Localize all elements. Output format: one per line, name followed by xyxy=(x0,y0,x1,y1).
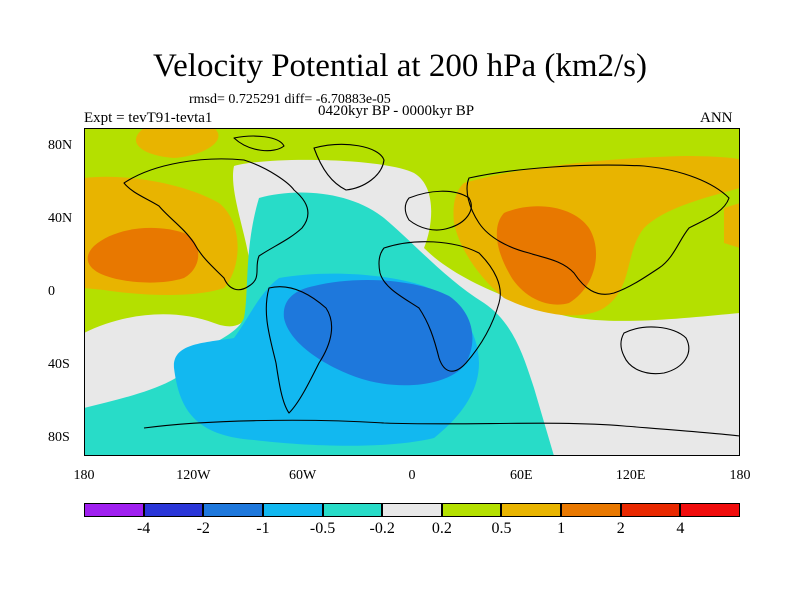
field-pos-arctic xyxy=(135,128,219,158)
outline-greenland xyxy=(313,143,385,191)
y-tick-label: 0 xyxy=(48,284,55,299)
y-tick-label: 40N xyxy=(48,211,73,227)
colorbar-label: -2 xyxy=(196,520,210,537)
colorbar-label: -0.2 xyxy=(369,520,395,537)
outline-australia xyxy=(620,326,690,375)
x-tick-label: 60E xyxy=(510,468,533,483)
outline-europe xyxy=(404,190,472,231)
colorbar-segment xyxy=(382,503,442,517)
colorbar-segment xyxy=(620,503,681,517)
stats-text: rmsd= 0.725291 diff= -6.70883e-05 xyxy=(189,92,391,107)
colorbar-label: -0.5 xyxy=(309,520,336,537)
x-tick-label: 120W xyxy=(176,468,211,483)
colorbar-segment xyxy=(680,503,740,517)
x-tick-label: 60W xyxy=(289,468,317,483)
x-tick-label: 0 xyxy=(408,468,416,483)
colorbar-label: 2 xyxy=(616,520,625,537)
experiment-label: Expt = tevT91-tevta1 xyxy=(84,110,213,126)
colorbar-label: -1 xyxy=(256,520,270,537)
x-tick-label: 180 xyxy=(729,468,751,483)
colorbar-segment xyxy=(501,503,562,517)
outline-africa xyxy=(378,241,501,372)
outline-asia xyxy=(466,164,730,295)
outline-antarctica xyxy=(143,419,740,437)
colorbar-label: 1 xyxy=(557,520,566,537)
colorbar-segment xyxy=(143,503,204,517)
continent-outlines xyxy=(123,135,740,437)
field-pos-strong-pacific xyxy=(87,227,199,283)
season-label: ANN xyxy=(700,110,733,126)
period-label: 0420kyr BP - 0000kyr BP xyxy=(318,103,475,119)
x-tick-label: 180 xyxy=(73,468,95,483)
y-tick-label: 80S xyxy=(48,429,70,445)
colorbar-segment xyxy=(561,503,621,517)
field-pos-strong-asia xyxy=(496,206,597,305)
colorbar-label: 0.2 xyxy=(431,520,452,537)
colorbar-segment xyxy=(203,503,263,517)
field-neg-strong xyxy=(283,280,473,386)
colorbar-label: -4 xyxy=(136,520,151,537)
colorbar-segment xyxy=(262,503,323,517)
colorbar-segment xyxy=(322,503,383,517)
velocity-potential-map xyxy=(84,128,740,456)
y-tick-label: 40S xyxy=(48,356,70,372)
y-tick-label: 80N xyxy=(48,138,73,154)
outline-arctic-islands xyxy=(233,135,285,152)
map-frame xyxy=(84,128,740,456)
colorbar-segment xyxy=(441,503,502,517)
colorbar-label: 0.5 xyxy=(491,520,512,537)
colorbar xyxy=(84,503,740,517)
chart-title: Velocity Potential at 200 hPa (km2/s) xyxy=(152,48,648,84)
x-tick-label: 120E xyxy=(615,468,646,483)
colorbar-segment xyxy=(84,503,144,517)
outline-south-america xyxy=(265,286,333,414)
colorbar-label: 4 xyxy=(676,520,685,537)
outline-north-america xyxy=(123,158,309,291)
field-pos-pacific-west xyxy=(724,203,740,248)
